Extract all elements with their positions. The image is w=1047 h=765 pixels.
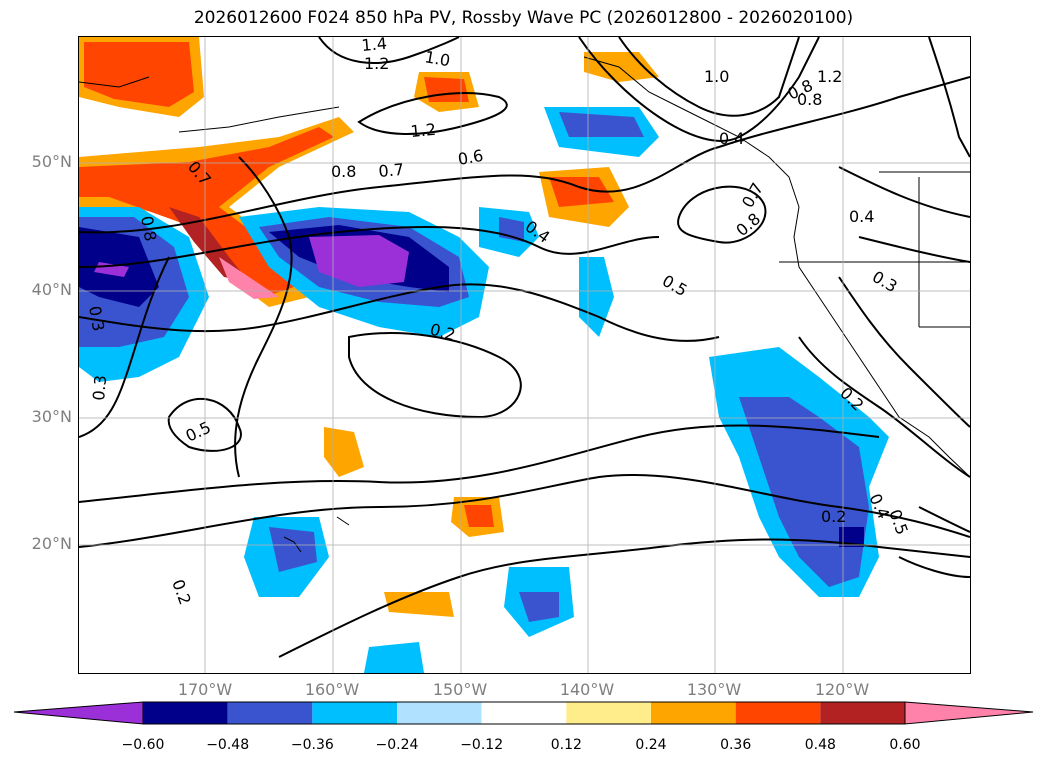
- colorbar-tick-label: −0.12: [460, 737, 504, 753]
- contour-label: 1.0: [423, 47, 451, 70]
- colorbar-tick-label: 0.36: [720, 737, 752, 753]
- colorbar-segment: [735, 702, 821, 724]
- contour-label: 0.6: [456, 146, 484, 169]
- contour-label: 1.2: [364, 54, 389, 73]
- contour-label: 0.8: [797, 90, 822, 109]
- colorbar-segment: [312, 702, 397, 724]
- colorbar-segment: [143, 702, 228, 724]
- colorbar: [13, 701, 1034, 725]
- lat-label-40n: 40°N: [31, 280, 72, 299]
- colorbar-tick-label: 0.12: [550, 737, 582, 753]
- colorbar-tick-label: −0.36: [290, 737, 334, 753]
- lat-label-20n: 20°N: [31, 534, 72, 553]
- colorbar-tick-label: 0.48: [804, 737, 836, 753]
- contour-label: 1.2: [817, 67, 842, 86]
- contour-label: 0.8: [137, 214, 160, 242]
- lon-label-120w: 120°W: [814, 680, 870, 699]
- colorbar-extend-max: [904, 701, 1034, 725]
- colorbar-tick-label: 0.24: [635, 737, 667, 753]
- colorbar-segment: [566, 702, 651, 724]
- colorbar-tick-label: −0.48: [206, 737, 250, 753]
- pv-map: 1.41.2 1.01.21.00.80.40.71.20.80.60.70.80…: [79, 37, 970, 673]
- colorbar-segment: [820, 702, 905, 724]
- lon-label-170w: 170°W: [177, 680, 233, 699]
- lon-label-160w: 160°W: [304, 680, 360, 699]
- anomaly-fill-layer: [79, 37, 889, 673]
- lon-label-150w: 150°W: [432, 680, 488, 699]
- colorbar-tick-label: 0.60: [889, 737, 921, 753]
- contour-label: 1.0: [704, 67, 729, 86]
- contour-label: 0.8: [331, 162, 356, 181]
- pv-contour-layer: [79, 37, 970, 658]
- contour-label: 0.5: [183, 418, 214, 446]
- contour-label: 0.2: [168, 577, 195, 607]
- map-panel: 1.4 1.2 1.0 1.2 1.0 0.8 0.4 0.7 1.2 0.8 0.6 0.7 0.8 0…: [78, 36, 971, 674]
- colorbar-segment: [227, 702, 313, 724]
- contour-label: 1.2: [410, 120, 437, 141]
- contour-label: 0.3: [869, 267, 901, 296]
- contour-label: 0.4: [849, 207, 874, 226]
- colorbar-segment: [397, 702, 482, 724]
- contour-label: 1.4: [361, 37, 388, 55]
- contour-label: 0.7: [378, 160, 405, 181]
- lat-label-30n: 30°N: [31, 407, 72, 426]
- map-title: 2026012600 F024 850 hPa PV, Rossby Wave …: [193, 8, 854, 28]
- contour-label: 0.5: [885, 507, 912, 537]
- lat-label-50n: 50°N: [31, 152, 72, 171]
- graticule: [79, 37, 970, 673]
- contour-label: 0.3: [89, 374, 110, 401]
- contour-label: 0.7: [738, 179, 767, 211]
- colorbar-tick-label: −0.24: [375, 737, 419, 753]
- colorbar-segment: [481, 702, 567, 724]
- contour-label: 0.3: [85, 304, 108, 332]
- contour-label: 0.8: [732, 209, 764, 240]
- contour-label: 0.5: [659, 271, 691, 300]
- lon-label-130w: 130°W: [686, 680, 742, 699]
- colorbar-extend-min: [13, 701, 144, 725]
- lon-label-140w: 140°W: [559, 680, 615, 699]
- colorbar-tick-label: −0.60: [121, 737, 165, 753]
- colorbar-segment: [651, 702, 736, 724]
- contour-label: 0.4: [719, 129, 744, 148]
- contour-label: 0.2: [821, 507, 846, 526]
